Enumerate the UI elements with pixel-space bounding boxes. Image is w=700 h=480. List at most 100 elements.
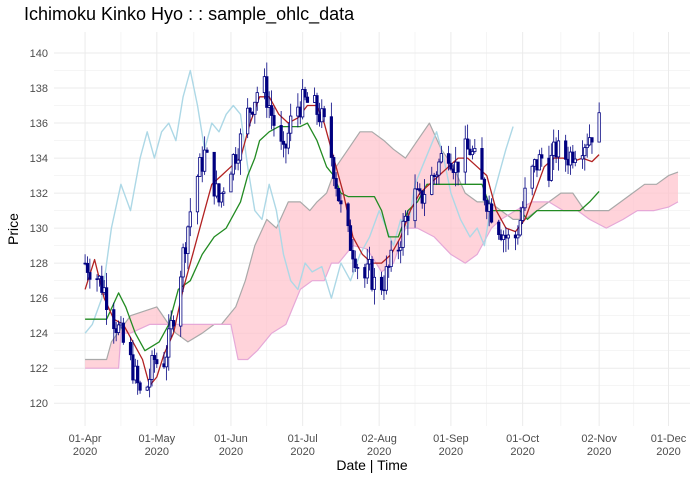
candle-body [116, 324, 121, 333]
candle [272, 107, 276, 137]
candle [171, 315, 176, 332]
tenkan-sen-line [84, 96, 600, 387]
x-tick-label-year: 2020 [367, 446, 391, 458]
candle-body [279, 125, 283, 142]
candle-body [148, 379, 152, 388]
x-tick-label-day: 01-Oct [506, 433, 539, 445]
x-tick-label-day: 01-May [138, 433, 175, 445]
candle [322, 105, 326, 123]
candle [217, 183, 221, 207]
candle [181, 243, 185, 293]
candle [152, 348, 157, 373]
candle [286, 122, 290, 155]
candle [138, 380, 142, 394]
candle-body [556, 140, 561, 158]
candle-body [238, 133, 243, 161]
candle [540, 147, 544, 167]
candle [164, 345, 168, 381]
candle [121, 317, 125, 345]
candle [365, 249, 369, 284]
candle-body [489, 203, 494, 223]
candle-body [466, 138, 470, 150]
candle [305, 92, 310, 103]
candle-body [171, 320, 176, 327]
candle [195, 174, 200, 225]
candle-body [346, 203, 350, 227]
candle-body [315, 95, 319, 115]
candle [346, 202, 350, 233]
candle [423, 179, 427, 217]
candle-body [155, 359, 159, 365]
candle-body [336, 188, 341, 202]
candle [234, 147, 238, 170]
candle [222, 187, 226, 206]
candle-body [348, 225, 353, 251]
x-tick-label-year: 2020 [219, 446, 243, 458]
kumo-cloud-fill [85, 123, 679, 369]
candle [434, 171, 439, 185]
x-tick-label-day: 02-Nov [581, 433, 617, 445]
candle [521, 201, 525, 225]
candle [329, 102, 333, 167]
candle-body [571, 151, 575, 163]
x-tick-label-day: 02-Aug [361, 433, 396, 445]
candle-body [265, 76, 269, 108]
candle-body [150, 355, 154, 380]
candle [571, 144, 575, 169]
candle [463, 125, 467, 184]
candle-body [597, 112, 601, 143]
candle [336, 187, 341, 202]
candle [482, 177, 486, 206]
candle [437, 158, 441, 185]
candle-body [430, 174, 434, 195]
senkou-span-a-line [85, 122, 679, 361]
candle [466, 124, 470, 150]
candle [229, 171, 233, 193]
candle-body [463, 138, 467, 173]
candle [332, 154, 336, 187]
candle-body [332, 157, 336, 179]
candle-body [470, 151, 475, 156]
candle [167, 314, 171, 371]
candle [389, 240, 393, 272]
candle-body [234, 154, 238, 164]
candle-body [456, 161, 460, 173]
candle [236, 148, 240, 171]
candle-body [164, 356, 168, 368]
candle-body [195, 176, 200, 213]
candle-body [573, 158, 577, 163]
candle [523, 177, 527, 211]
candle [265, 62, 269, 118]
candle [384, 255, 388, 295]
y-tick-label: 122 [30, 363, 48, 375]
candle [537, 149, 541, 171]
candle [530, 164, 534, 196]
candle-body [105, 287, 109, 311]
candle-body [353, 258, 357, 268]
candle [580, 140, 585, 169]
x-tick-label-year: 2020 [73, 446, 97, 458]
candle [556, 129, 561, 171]
candle [136, 359, 140, 395]
x-tick-label-year: 2020 [510, 446, 534, 458]
candle-body [406, 215, 410, 222]
candle [255, 86, 259, 111]
candle-body [399, 247, 403, 251]
candle-body [322, 108, 326, 118]
x-tick-layer: 01-Apr202001-May202001-Jun202001-Jul2020… [69, 433, 687, 458]
candle-body [152, 355, 157, 360]
y-tick-label: 134 [30, 153, 48, 165]
candle-body [518, 220, 522, 236]
candle-body [100, 275, 104, 293]
y-tick-label: 132 [30, 188, 48, 200]
candle [585, 133, 589, 158]
candle-body [521, 207, 525, 221]
y-tick-label: 126 [30, 293, 48, 305]
candle-body [269, 105, 274, 116]
candle-body [356, 267, 360, 269]
candle-body [384, 266, 388, 291]
candle [188, 198, 192, 237]
chart-title: Ichimoku Kinko Hyo : : sample_ohlc_data [24, 4, 355, 25]
candle-body [423, 194, 427, 204]
